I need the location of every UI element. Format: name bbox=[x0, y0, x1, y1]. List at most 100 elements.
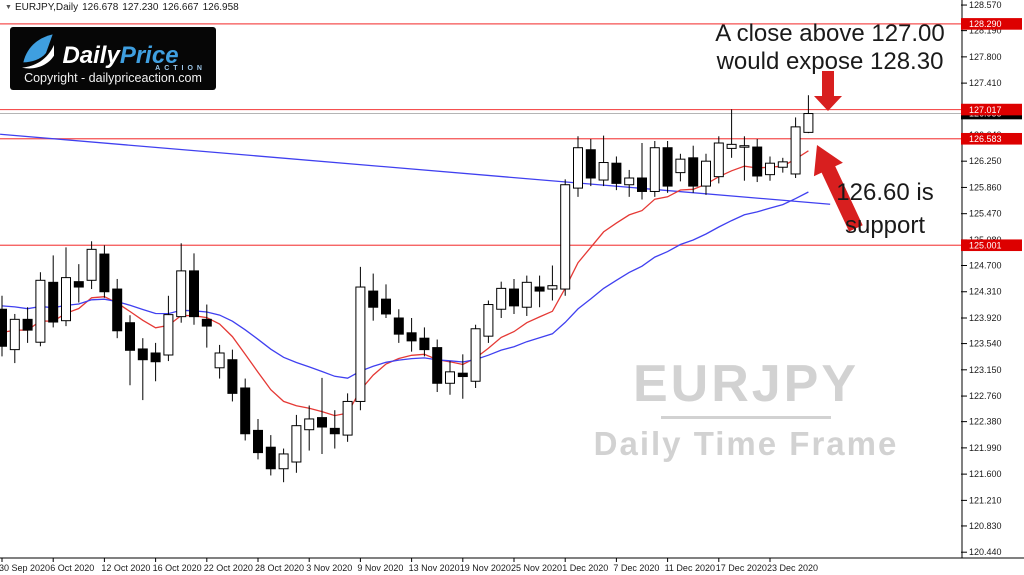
bearish-candle bbox=[457, 372, 468, 378]
price-tick-label: 120.830 bbox=[969, 521, 1002, 531]
bearish-candle bbox=[419, 337, 430, 351]
line-price-label bbox=[961, 239, 1022, 252]
bearish-candle bbox=[265, 446, 276, 470]
bullish-candle bbox=[9, 318, 20, 351]
bullish-candle bbox=[355, 286, 366, 402]
bearish-candle bbox=[752, 146, 763, 177]
bullish-candle bbox=[803, 113, 814, 133]
bearish-candle bbox=[368, 290, 379, 308]
bullish-candle bbox=[790, 126, 801, 175]
bullish-candle bbox=[214, 352, 225, 369]
date-label: 12 Oct 2020 bbox=[101, 563, 150, 573]
bearish-candle bbox=[534, 286, 545, 292]
bullish-candle bbox=[483, 304, 494, 337]
date-label: 17 Dec 2020 bbox=[716, 563, 767, 573]
bullish-candle bbox=[765, 162, 775, 176]
bearish-candle bbox=[432, 347, 443, 384]
price-tick-label: 123.920 bbox=[969, 313, 1002, 323]
bullish-candle bbox=[701, 160, 711, 187]
bearish-candle bbox=[585, 149, 596, 179]
bearish-candle bbox=[317, 417, 327, 428]
bearish-candle bbox=[329, 427, 340, 435]
price-tick-label: 121.600 bbox=[969, 469, 1002, 479]
bullish-candle bbox=[470, 328, 481, 382]
trendline bbox=[0, 133, 831, 205]
price-tick-label: 126.250 bbox=[969, 156, 1002, 166]
date-label: 7 Dec 2020 bbox=[613, 563, 659, 573]
bearish-candle bbox=[201, 318, 212, 327]
price-tick-label: 124.700 bbox=[969, 260, 1002, 270]
price-tick-label: 125.860 bbox=[969, 182, 1002, 192]
date-label: 22 Oct 2020 bbox=[204, 563, 253, 573]
date-label: 23 Dec 2020 bbox=[767, 563, 818, 573]
price-tick-label: 127.800 bbox=[969, 52, 1002, 62]
price-tick-label: 128.570 bbox=[969, 0, 1002, 10]
bullish-candle bbox=[163, 314, 174, 356]
fast-red-ma bbox=[1, 150, 809, 417]
line-price-label-text: 127.017 bbox=[969, 105, 1002, 115]
bearish-candle bbox=[637, 177, 647, 192]
price-tick-label: 121.990 bbox=[969, 443, 1002, 453]
date-label: 16 Oct 2020 bbox=[153, 563, 202, 573]
price-tick-label: 122.380 bbox=[969, 417, 1002, 427]
date-label: 3 Nov 2020 bbox=[306, 563, 352, 573]
bearish-candle bbox=[73, 281, 84, 288]
price-tick-label: 124.310 bbox=[969, 287, 1002, 297]
bullish-candle bbox=[547, 285, 558, 290]
bullish-candle bbox=[521, 281, 532, 308]
bullish-candle bbox=[573, 147, 583, 189]
bearish-candle bbox=[150, 352, 161, 363]
bullish-candle bbox=[176, 270, 187, 318]
bullish-candle bbox=[445, 371, 455, 384]
bullish-candle bbox=[598, 162, 609, 181]
date-label: 9 Nov 2020 bbox=[357, 563, 403, 573]
bearish-candle bbox=[406, 332, 417, 342]
price-tick-label: 123.150 bbox=[969, 365, 1002, 375]
date-label: 30 Sep 2020 bbox=[0, 563, 50, 573]
price-tick-label: 120.440 bbox=[969, 547, 1002, 557]
price-tick-label: 121.210 bbox=[969, 495, 1002, 505]
date-label: 13 Nov 2020 bbox=[409, 563, 460, 573]
bearish-candle bbox=[0, 308, 7, 347]
bearish-candle bbox=[509, 288, 519, 307]
bearish-candle bbox=[125, 322, 135, 351]
bullish-candle bbox=[739, 145, 750, 148]
bullish-candle bbox=[675, 158, 686, 174]
date-label: 25 Nov 2020 bbox=[511, 563, 562, 573]
bullish-candle bbox=[86, 248, 97, 281]
line-price-label-text: 126.583 bbox=[969, 134, 1002, 144]
line-price-label-text: 125.001 bbox=[969, 240, 1002, 250]
bullish-candle bbox=[342, 400, 353, 436]
date-label: 1 Dec 2020 bbox=[562, 563, 608, 573]
bearish-candle bbox=[99, 253, 110, 293]
price-tick-label: 122.760 bbox=[969, 391, 1002, 401]
bullish-candle bbox=[304, 418, 315, 431]
bearish-candle bbox=[48, 281, 59, 323]
date-label: 11 Dec 2020 bbox=[665, 563, 715, 573]
line-price-label-text: 128.290 bbox=[969, 19, 1002, 29]
bearish-candle bbox=[189, 270, 199, 318]
bullish-candle bbox=[726, 143, 737, 149]
bearish-candle bbox=[253, 429, 263, 454]
price-tick-label: 125.470 bbox=[969, 209, 1002, 219]
bearish-candle bbox=[611, 162, 622, 184]
bearish-candle bbox=[393, 317, 404, 335]
bullish-candle bbox=[713, 142, 724, 178]
bearish-candle bbox=[662, 147, 673, 187]
bullish-candle bbox=[560, 184, 571, 290]
bearish-candle bbox=[137, 348, 148, 361]
bullish-candle bbox=[624, 177, 635, 186]
line-price-label bbox=[961, 103, 1022, 116]
bearish-candle bbox=[227, 359, 238, 394]
price-tick-label: 127.410 bbox=[969, 78, 1002, 88]
price-tick-label: 123.540 bbox=[969, 339, 1002, 349]
bullish-candle bbox=[777, 161, 788, 168]
bullish-candle bbox=[35, 279, 46, 343]
date-label: 28 Oct 2020 bbox=[255, 563, 304, 573]
date-label: 6 Oct 2020 bbox=[50, 563, 94, 573]
bearish-candle bbox=[381, 298, 391, 315]
bullish-candle bbox=[649, 147, 660, 192]
price-tick-label: 128.190 bbox=[969, 26, 1002, 36]
